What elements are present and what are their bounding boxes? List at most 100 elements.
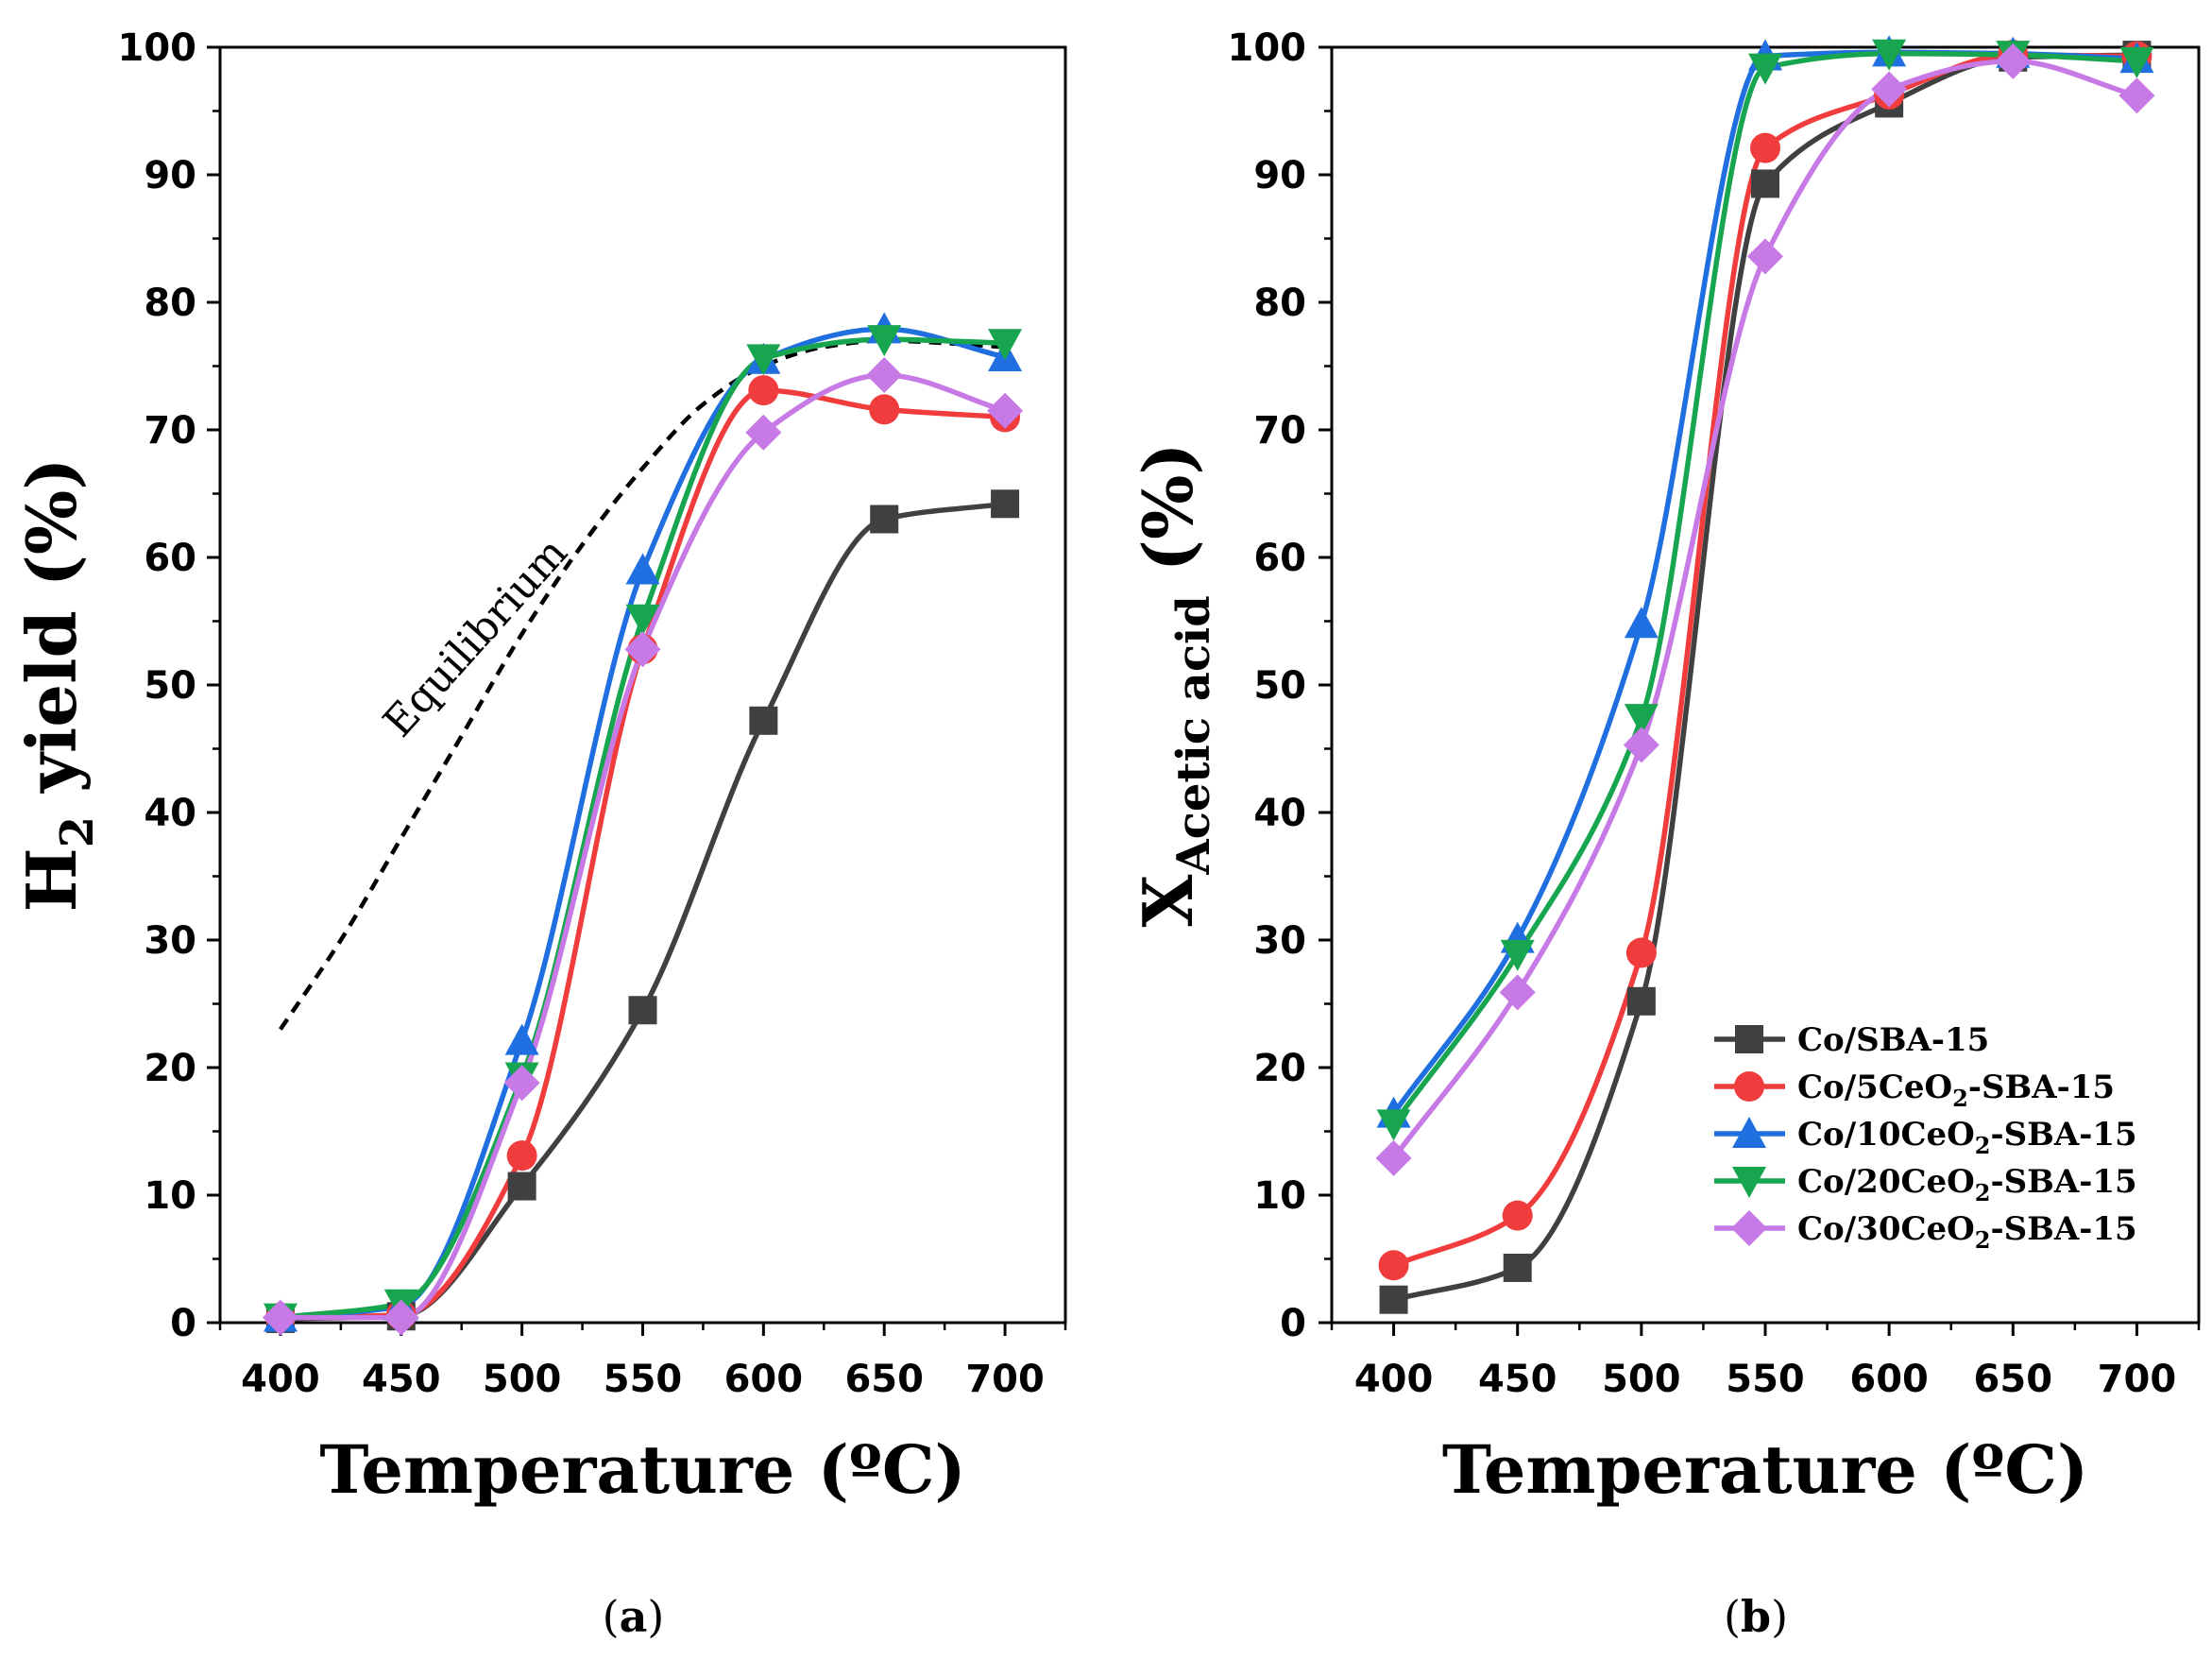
y-tick-label: 20	[1253, 1047, 1306, 1090]
data-point	[2119, 46, 2154, 78]
data-point	[748, 375, 779, 406]
data-point	[866, 356, 903, 393]
legend-label-suffix: -SBA-15	[1990, 1116, 2136, 1154]
y-tick-label: 90	[144, 154, 196, 197]
data-point	[745, 414, 782, 451]
x-tick-label: 500	[1602, 1358, 1681, 1401]
y-title-subscript: 2	[51, 816, 104, 847]
y-tick-label: 90	[1253, 154, 1306, 197]
y-tick-label: 80	[1253, 282, 1306, 325]
legend-label: Co/30CeO2-SBA-15	[1797, 1210, 2137, 1254]
y-tick-label: 100	[1228, 26, 1307, 70]
legend-label-subscript: 2	[1975, 1179, 1991, 1206]
data-point	[870, 505, 899, 534]
legend-label: Co/10CeO2-SBA-15	[1797, 1116, 2137, 1159]
legend-entry-co-30ceo2-sba-15: Co/30CeO2-SBA-15	[1714, 1210, 2137, 1254]
series-points-co-30ceo2-sba-15	[262, 356, 1024, 1336]
x-tick-label: 400	[241, 1358, 320, 1401]
y-tick-label: 40	[1253, 792, 1306, 835]
y-tick-label: 0	[1280, 1302, 1306, 1345]
panel-label-close: )	[647, 1591, 664, 1642]
y-title-rest: yield (%)	[11, 458, 92, 816]
data-point	[867, 325, 902, 357]
y-tick-label: 70	[144, 409, 196, 453]
legend-label-suffix: -SBA-15	[1990, 1163, 2136, 1201]
chart-panel-b: 0 10 20 30 40 50 60 70 80 90 100 400 450 500 550 600 650…	[1128, 26, 2201, 1642]
legend-label-main: Co/10CeO	[1797, 1116, 1975, 1154]
data-point	[507, 1172, 536, 1201]
series-line-co-10ceo2-sba-15	[280, 326, 1006, 1321]
panel-label-open: (	[1724, 1591, 1741, 1642]
x-tick-label: 650	[844, 1358, 924, 1401]
y-title-subscript: Acetic acid	[1167, 595, 1220, 875]
x-tick-label: 700	[2098, 1358, 2177, 1401]
y-tick-label: 70	[1253, 409, 1306, 453]
data-point	[1375, 1139, 1412, 1176]
data-point	[506, 1140, 537, 1172]
data-point	[1871, 71, 1908, 108]
legend-label-main: Co/5CeO	[1797, 1069, 1952, 1106]
plot-frame	[218, 45, 1067, 1325]
y-title-main: H	[11, 847, 92, 912]
legend-label-main: Co/30CeO	[1797, 1210, 1975, 1248]
data-point	[262, 1299, 298, 1336]
legend-marker	[1731, 1210, 1767, 1246]
y-title-main: X	[1128, 874, 1208, 927]
x-axis-title: Temperature (ºC)	[319, 1430, 965, 1509]
data-point	[1376, 1109, 1411, 1141]
x-tick-label: 550	[604, 1358, 683, 1401]
data-point	[503, 1065, 540, 1102]
legend-label-main: Co/20CeO	[1797, 1163, 1975, 1201]
data-point	[1748, 53, 1782, 85]
legend-entry-co-5ceo2-sba-15: Co/5CeO2-SBA-15	[1714, 1069, 2115, 1112]
data-point	[1378, 1250, 1409, 1281]
x-axis-title: Temperature (ºC)	[1442, 1430, 2088, 1509]
data-point	[1503, 1253, 1532, 1282]
equilibrium-annotation: Equilibrium	[374, 529, 577, 746]
y-tick-label: 10	[144, 1174, 196, 1218]
y-tick-label: 80	[144, 282, 196, 325]
y-tick-label: 30	[1253, 919, 1306, 963]
data-point	[1625, 937, 1657, 968]
legend-entry-co-20ceo2-sba-15: Co/20CeO2-SBA-15	[1714, 1163, 2137, 1206]
x-tick-label: 600	[1849, 1358, 1929, 1401]
y-tick-label: 60	[1253, 537, 1306, 580]
series-line-co-30ceo2-sba-15	[280, 372, 1006, 1321]
series-line-co-10ceo2-sba-15	[1391, 49, 2137, 1116]
data-point	[2118, 77, 2155, 114]
x-tick-label: 450	[1478, 1358, 1557, 1401]
series-points-co-20ceo2-sba-15	[1376, 39, 2154, 1141]
legend-label-subscript: 2	[1975, 1226, 1991, 1254]
y-title-rest: (%)	[1128, 443, 1208, 596]
legend: Co/SBA-15Co/5CeO2-SBA-15Co/10CeO2-SBA-15…	[1714, 1021, 2137, 1254]
series-points-co-30ceo2-sba-15	[1375, 43, 2155, 1176]
legend-marker	[1732, 1117, 1766, 1148]
data-point	[749, 706, 778, 735]
legend-label-subscript: 2	[1975, 1132, 1991, 1159]
y-tick-label: 10	[1253, 1174, 1306, 1218]
equilibrium-curve	[279, 338, 1006, 1031]
legend-label: Co/5CeO2-SBA-15	[1797, 1069, 2115, 1112]
legend-entry-co-sba-15: Co/SBA-15	[1714, 1021, 1989, 1059]
panel-label-open: (	[603, 1591, 620, 1642]
chart-panel-a: 0 10 20 30 40 50 60 70 80 90 100 400 450 500 550 600 650…	[11, 26, 1067, 1642]
series-line-co-20ceo2-sba-15	[280, 336, 1006, 1321]
x-tick-label: 450	[362, 1358, 441, 1401]
data-point	[625, 553, 660, 585]
legend-label: Co/SBA-15	[1797, 1021, 1989, 1059]
data-point	[746, 344, 781, 376]
legend-marker	[1732, 1167, 1766, 1198]
series-points-co-5ceo2-sba-15	[264, 375, 1021, 1333]
data-point	[991, 489, 1020, 519]
x-tick-label: 400	[1354, 1358, 1434, 1401]
data-point	[1626, 986, 1656, 1016]
data-point	[1751, 169, 1779, 198]
data-point	[1747, 238, 1783, 275]
data-point	[1379, 1285, 1408, 1314]
data-point	[625, 604, 660, 636]
panel-label: (b)	[1724, 1591, 1788, 1642]
y-tick-label: 60	[144, 537, 196, 580]
data-point	[869, 394, 900, 425]
data-point	[1624, 607, 1659, 639]
